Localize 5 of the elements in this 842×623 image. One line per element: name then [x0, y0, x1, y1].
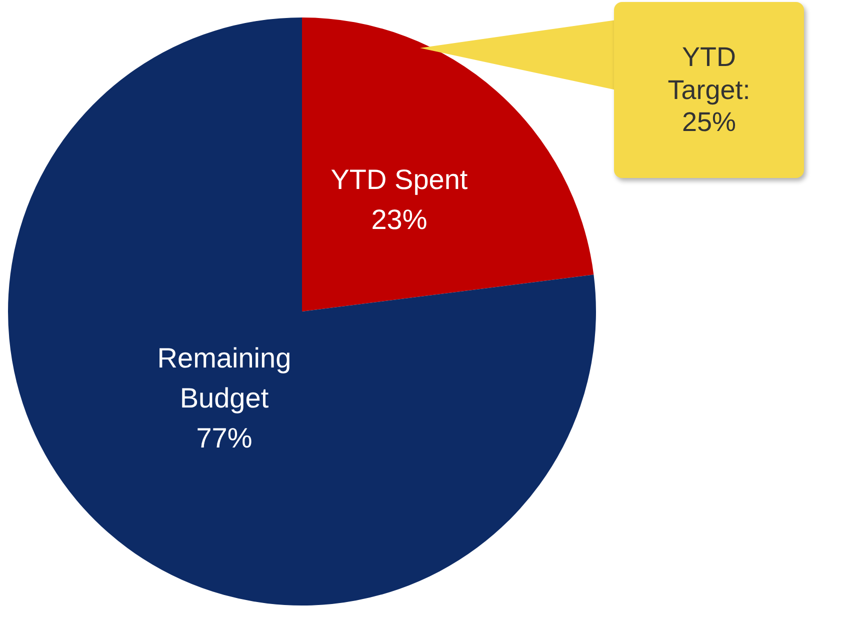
slice-label: YTD Spent [330, 164, 468, 195]
text: YTD Target: 25% [666, 41, 752, 139]
slice-label: Remaining Budget [157, 342, 292, 414]
data-label: 23% [371, 204, 428, 235]
data-label: 77% [196, 422, 252, 454]
